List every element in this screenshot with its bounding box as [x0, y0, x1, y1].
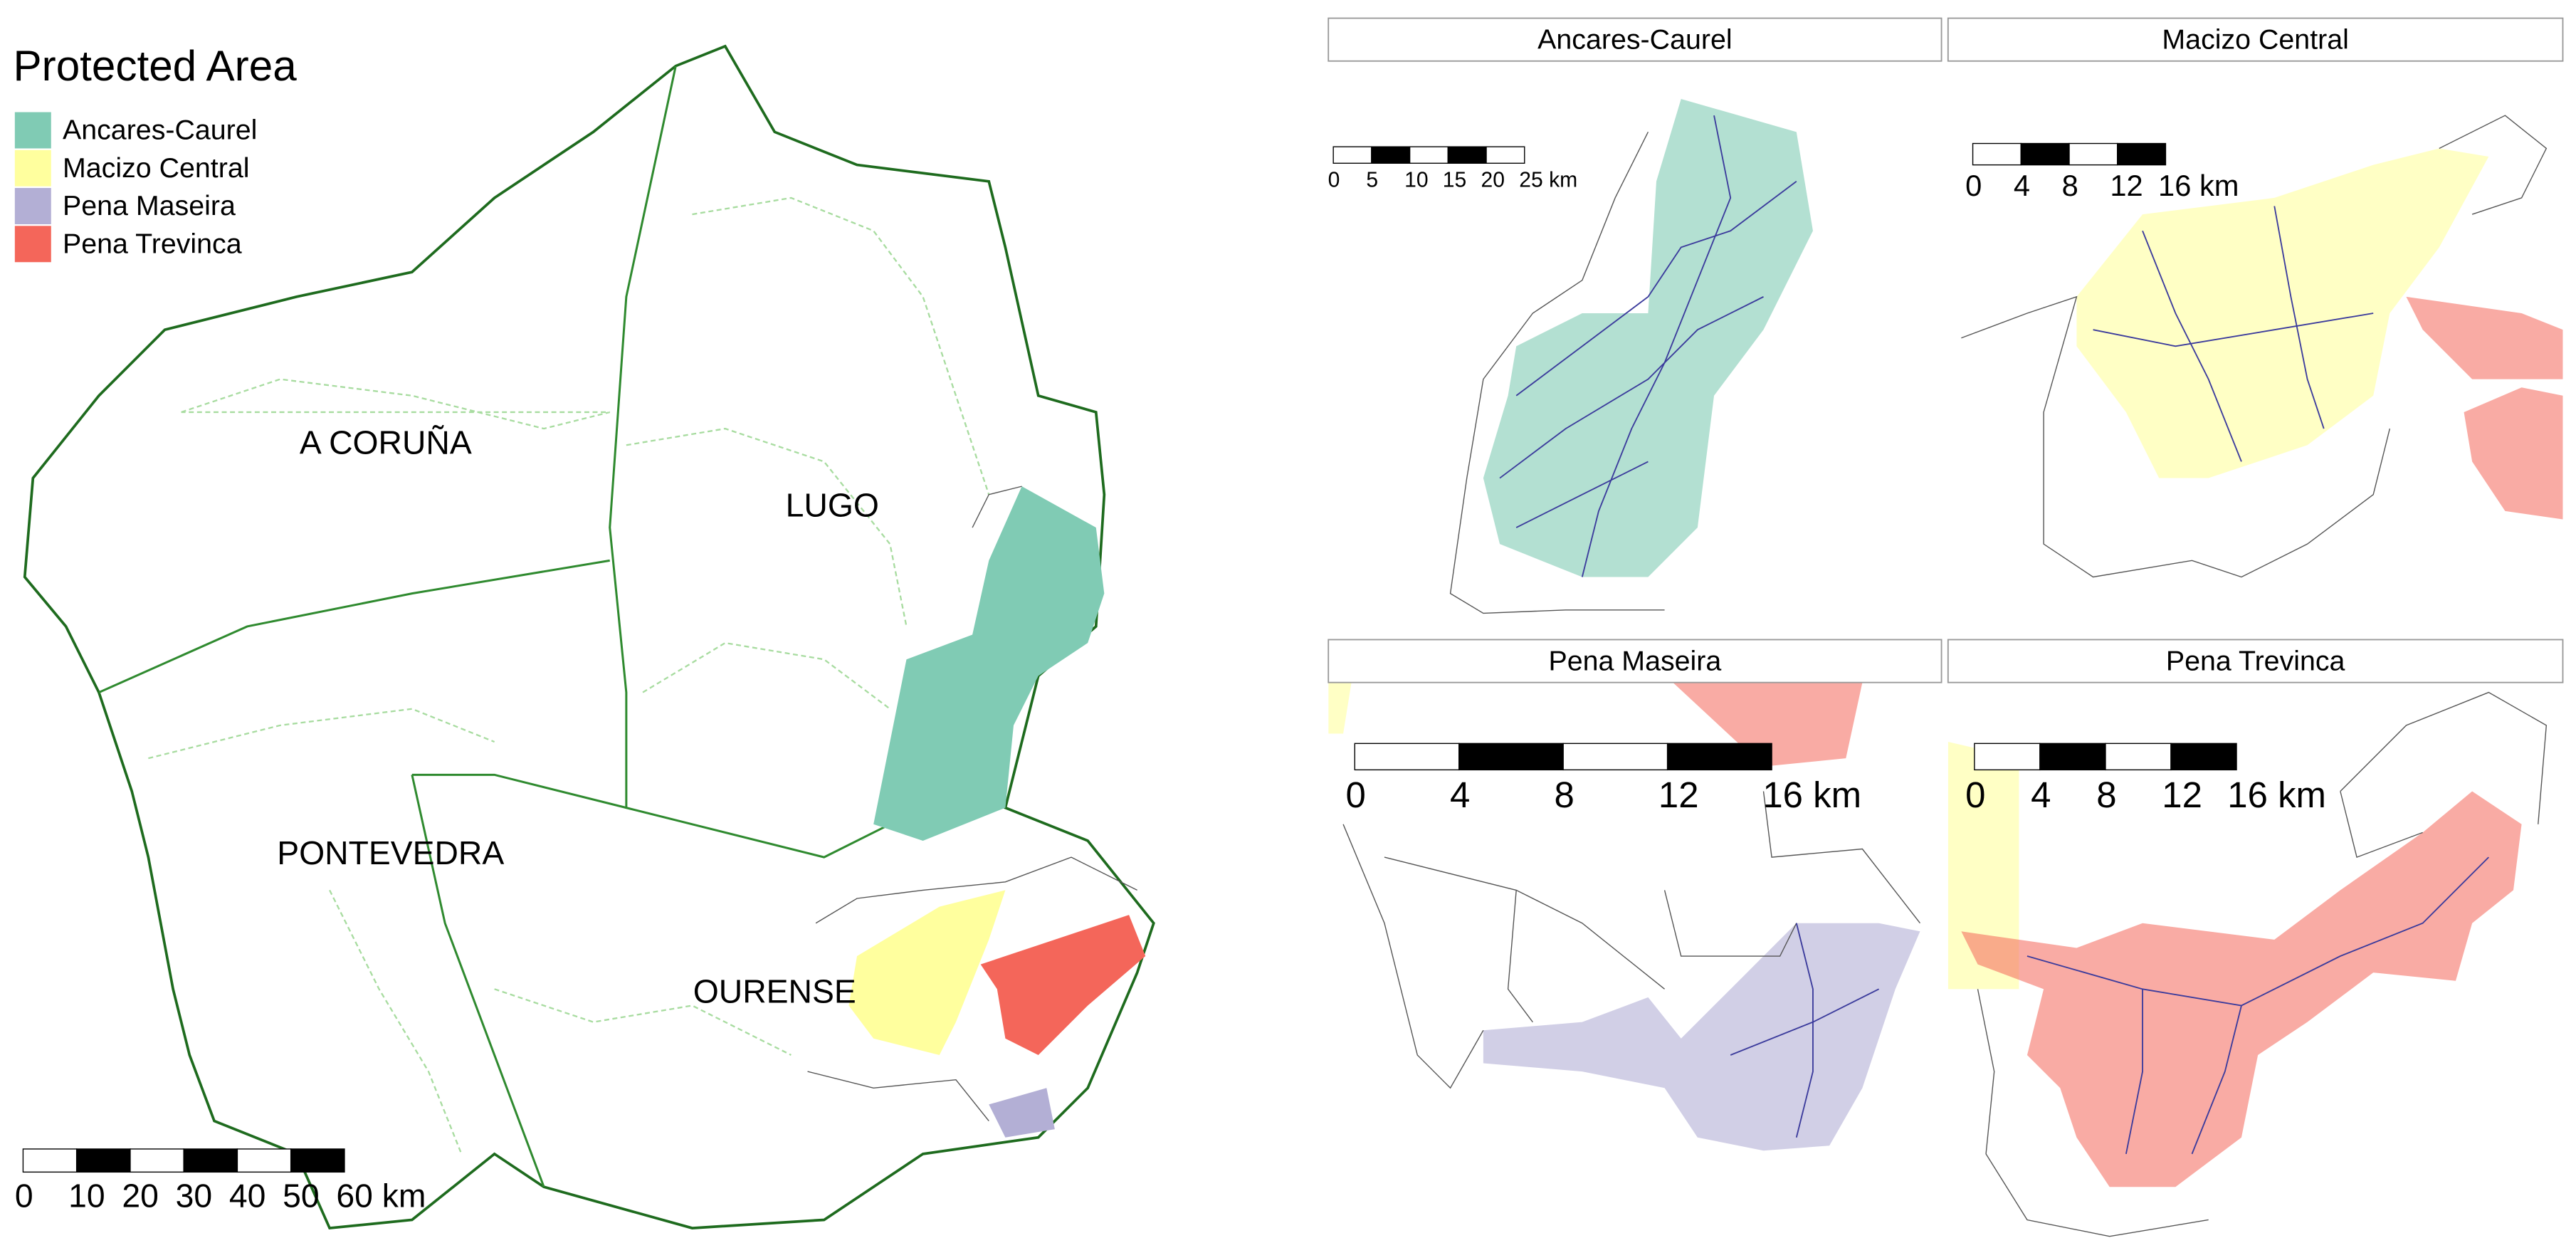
- maseira-area: [1483, 923, 1920, 1151]
- trevinca-area: [2464, 387, 2563, 520]
- ancares-area: [873, 486, 1105, 841]
- panel-title-box: [1947, 639, 2564, 683]
- scale-label: 12: [1658, 775, 1699, 815]
- main-map: A CORUÑA LUGO PONTEVEDRA OURENSE Protect…: [14, 42, 1155, 1230]
- scale-label: 0: [1346, 775, 1366, 815]
- scale-label: 5: [1366, 169, 1378, 192]
- scale-segment: [1332, 146, 1372, 164]
- scale-segment: [183, 1148, 238, 1173]
- scale-segment: [22, 1148, 78, 1173]
- legend-swatch: [14, 226, 51, 263]
- scale-segment: [2117, 142, 2167, 166]
- panel-macizo: [1961, 115, 2563, 578]
- panel-maseira: [1328, 682, 1921, 1151]
- scale-label: 30: [176, 1178, 212, 1215]
- scale-segment: [2020, 142, 2070, 166]
- legend-title: Protected Area: [14, 42, 298, 90]
- scale-segment: [130, 1148, 184, 1173]
- macizo-area: [1328, 682, 1352, 734]
- scale-label: 20: [1481, 169, 1505, 192]
- scale-segment: [290, 1148, 345, 1173]
- scale-segment: [1666, 743, 1772, 771]
- scale-label: 4: [1450, 775, 1470, 815]
- scale-label: 16 km: [2158, 169, 2239, 202]
- panel-title-box: [1328, 17, 1942, 62]
- panel-title: Macizo Central: [2162, 23, 2348, 55]
- scale-label: 20: [122, 1178, 159, 1215]
- scale-segment: [1371, 146, 1411, 164]
- legend-label: Pena Maseira: [63, 190, 236, 221]
- scale-segment: [236, 1148, 292, 1173]
- trevinca-area: [1961, 791, 2522, 1187]
- scale-segment: [1458, 743, 1564, 771]
- scale-label: 16 km: [2227, 775, 2326, 815]
- maseira-area: [989, 1088, 1055, 1138]
- scale-label: 4: [2014, 169, 2030, 202]
- legend-swatch: [14, 150, 51, 187]
- scale-segment: [1974, 743, 2041, 771]
- macizo-area: [2076, 148, 2489, 478]
- scale-label: 16 km: [1762, 775, 1861, 815]
- scale-label: 0: [1328, 169, 1340, 192]
- scale-segment: [2105, 743, 2172, 771]
- panel-trevinca: [1947, 691, 2548, 1237]
- scale-segment: [1562, 743, 1668, 771]
- scale-segment: [1972, 142, 2022, 166]
- scale-label: 15: [1443, 169, 1466, 192]
- scale-segment: [1447, 146, 1487, 164]
- panel-title-box: [1328, 639, 1942, 683]
- scale-label: 12: [2110, 169, 2143, 202]
- scale-segment: [75, 1148, 131, 1173]
- scale-label: 40: [229, 1178, 266, 1215]
- scale-label: 8: [2096, 775, 2116, 815]
- legend-label: Macizo Central: [63, 152, 250, 184]
- panel-title: Pena Maseira: [1548, 645, 1721, 676]
- scale-label: 8: [1554, 775, 1574, 815]
- scale-segment: [1354, 743, 1460, 771]
- trevinca-area: [2406, 296, 2563, 379]
- panel-title-box: [1947, 17, 2564, 62]
- ancares-area: [1483, 99, 1813, 577]
- legend-label: Pena Trevinca: [63, 228, 242, 259]
- scale-segment: [2068, 142, 2118, 166]
- scale-label: 0: [1965, 775, 1985, 815]
- scale-segment: [1486, 146, 1525, 164]
- trevinca-area: [1673, 682, 1863, 767]
- macizo-area: [848, 890, 1006, 1055]
- scale-segment: [2039, 743, 2106, 771]
- panel-title: Pena Trevinca: [2166, 645, 2345, 676]
- scale-label: 50: [283, 1178, 320, 1215]
- province-label: A CORUÑA: [300, 424, 472, 461]
- trevinca-area: [980, 915, 1146, 1055]
- scale-label: 10: [1404, 169, 1428, 192]
- scale-label: 10: [68, 1178, 105, 1215]
- panel-title: Ancares-Caurel: [1537, 23, 1732, 55]
- scale-segment: [1409, 146, 1449, 164]
- macizo-area: [1947, 742, 2019, 990]
- legend-swatch: [14, 112, 51, 149]
- scale-label: 4: [2031, 775, 2051, 815]
- province-label: PONTEVEDRA: [277, 834, 504, 871]
- scale-label: 12: [2162, 775, 2202, 815]
- panel-ancares: [1449, 99, 1813, 614]
- scale-label: 60 km: [336, 1178, 426, 1215]
- scale-label: 0: [15, 1178, 33, 1215]
- scale-label: 8: [2062, 169, 2078, 202]
- province-label: LUGO: [786, 486, 879, 523]
- scale-label: 0: [1965, 169, 1982, 202]
- legend-swatch: [14, 188, 51, 224]
- scale-label: 25 km: [1519, 169, 1577, 192]
- legend-label: Ancares-Caurel: [63, 115, 257, 146]
- scale-segment: [2170, 743, 2237, 771]
- province-label: OURENSE: [693, 973, 856, 1010]
